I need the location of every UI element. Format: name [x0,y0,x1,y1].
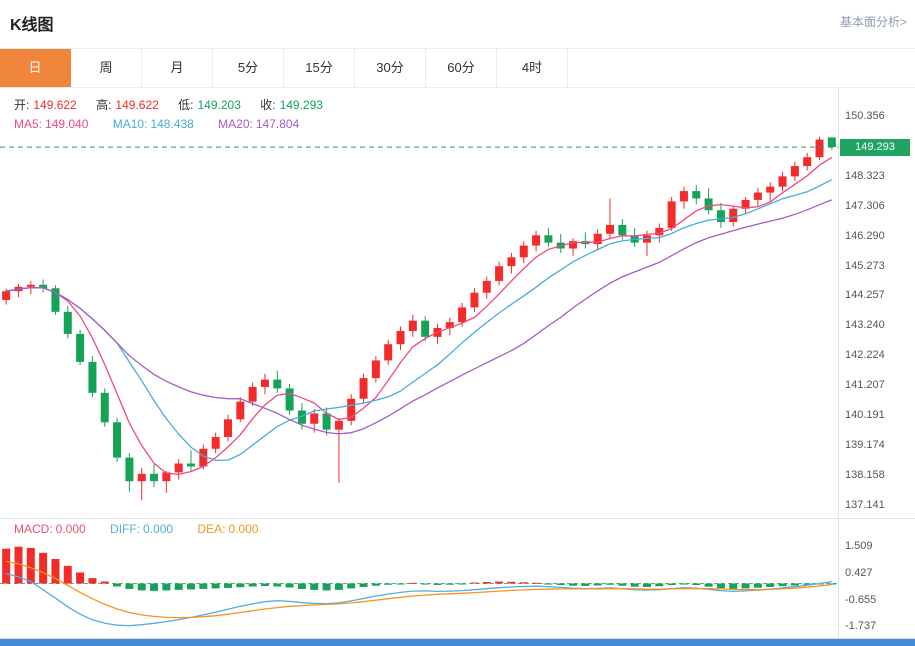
ohlc-readout: 开: 149.622 高: 149.622 低: 149.203 收: 149.293 [14,96,339,113]
macd-chart[interactable] [0,518,915,638]
diff-label: DIFF: [110,522,141,536]
macd-y-axis-label: 1.509 [845,540,873,553]
chart-area: 开: 149.622 高: 149.622 低: 149.203 收: 149.293 … [0,88,915,646]
bottom-scrollbar[interactable] [0,639,915,646]
main-y-axis-label: 138.158 [845,469,885,482]
close-label: 收: [260,98,276,112]
high-label: 高: [96,98,112,112]
main-y-axis-label: 150.356 [845,109,885,122]
main-y-axis-label: 143.240 [845,319,885,332]
candlestick-chart[interactable] [0,88,915,518]
main-y-axis-label: 141.207 [845,379,885,392]
tab-interval-2[interactable]: 月 [142,49,213,87]
ma5-value: 149.040 [45,117,89,131]
tab-interval-3[interactable]: 5分 [213,49,284,87]
ma5-label: MA5: [14,117,43,131]
main-y-axis-label: 145.273 [845,259,885,272]
main-y-axis-label: 140.191 [845,409,885,422]
tab-interval-4[interactable]: 15分 [284,49,355,87]
main-y-axis-label: 146.290 [845,229,885,242]
macd-readout: MACD: 0.000 DIFF: 0.000 DEA: 0.000 [14,522,279,536]
panel-separator [0,518,915,519]
tab-interval-5[interactable]: 30分 [355,49,426,87]
header: K线图 基本面分析> [0,0,915,48]
tab-interval-7[interactable]: 4时 [497,49,568,87]
main-y-axis-label: 142.224 [845,349,885,362]
fundamental-analysis-link[interactable]: 基本面分析> [839,15,907,29]
close-value: 149.293 [279,98,323,112]
dea-value: 0.000 [228,522,259,536]
axis-separator [838,88,839,638]
macd-y-axis-label: -0.655 [845,593,877,606]
ma20-value: 147.804 [255,117,300,131]
tab-interval-0[interactable]: 日 [0,49,71,87]
main-y-axis-label: 144.257 [845,289,885,302]
main-y-axis-label: 139.174 [845,439,885,452]
high-value: 149.622 [115,98,159,112]
low-value: 149.203 [197,98,241,112]
ma10-label: MA10: [112,117,148,131]
tab-interval-6[interactable]: 60分 [426,49,497,87]
macd-value: 0.000 [55,522,86,536]
ma20-label: MA20: [218,117,253,131]
macd-bottom-border [0,638,915,639]
macd-label: MACD: [14,522,53,536]
low-label: 低: [178,98,194,112]
current-price-tag: 149.293 [840,138,910,156]
ma10-value: 148.438 [150,117,194,131]
tab-interval-1[interactable]: 周 [71,49,142,87]
open-value: 149.622 [33,98,77,112]
main-y-axis-label: 137.141 [845,499,885,511]
main-y-axis-label: 148.323 [845,169,885,182]
dea-label: DEA: [197,522,226,536]
macd-y-axis-label: -1.737 [845,620,877,633]
ma-readout: MA5: 149.040 MA10: 148.438 MA20: 147.804 [14,117,320,131]
diff-value: 0.000 [143,522,174,536]
open-label: 开: [14,98,30,112]
interval-tabs: 日周月 5分 15分 30分 60分 4时 [0,48,915,88]
page-title: K线图 [10,17,54,34]
main-y-axis-label: 147.306 [845,199,885,212]
macd-y-axis-label: 0.427 [845,567,873,580]
